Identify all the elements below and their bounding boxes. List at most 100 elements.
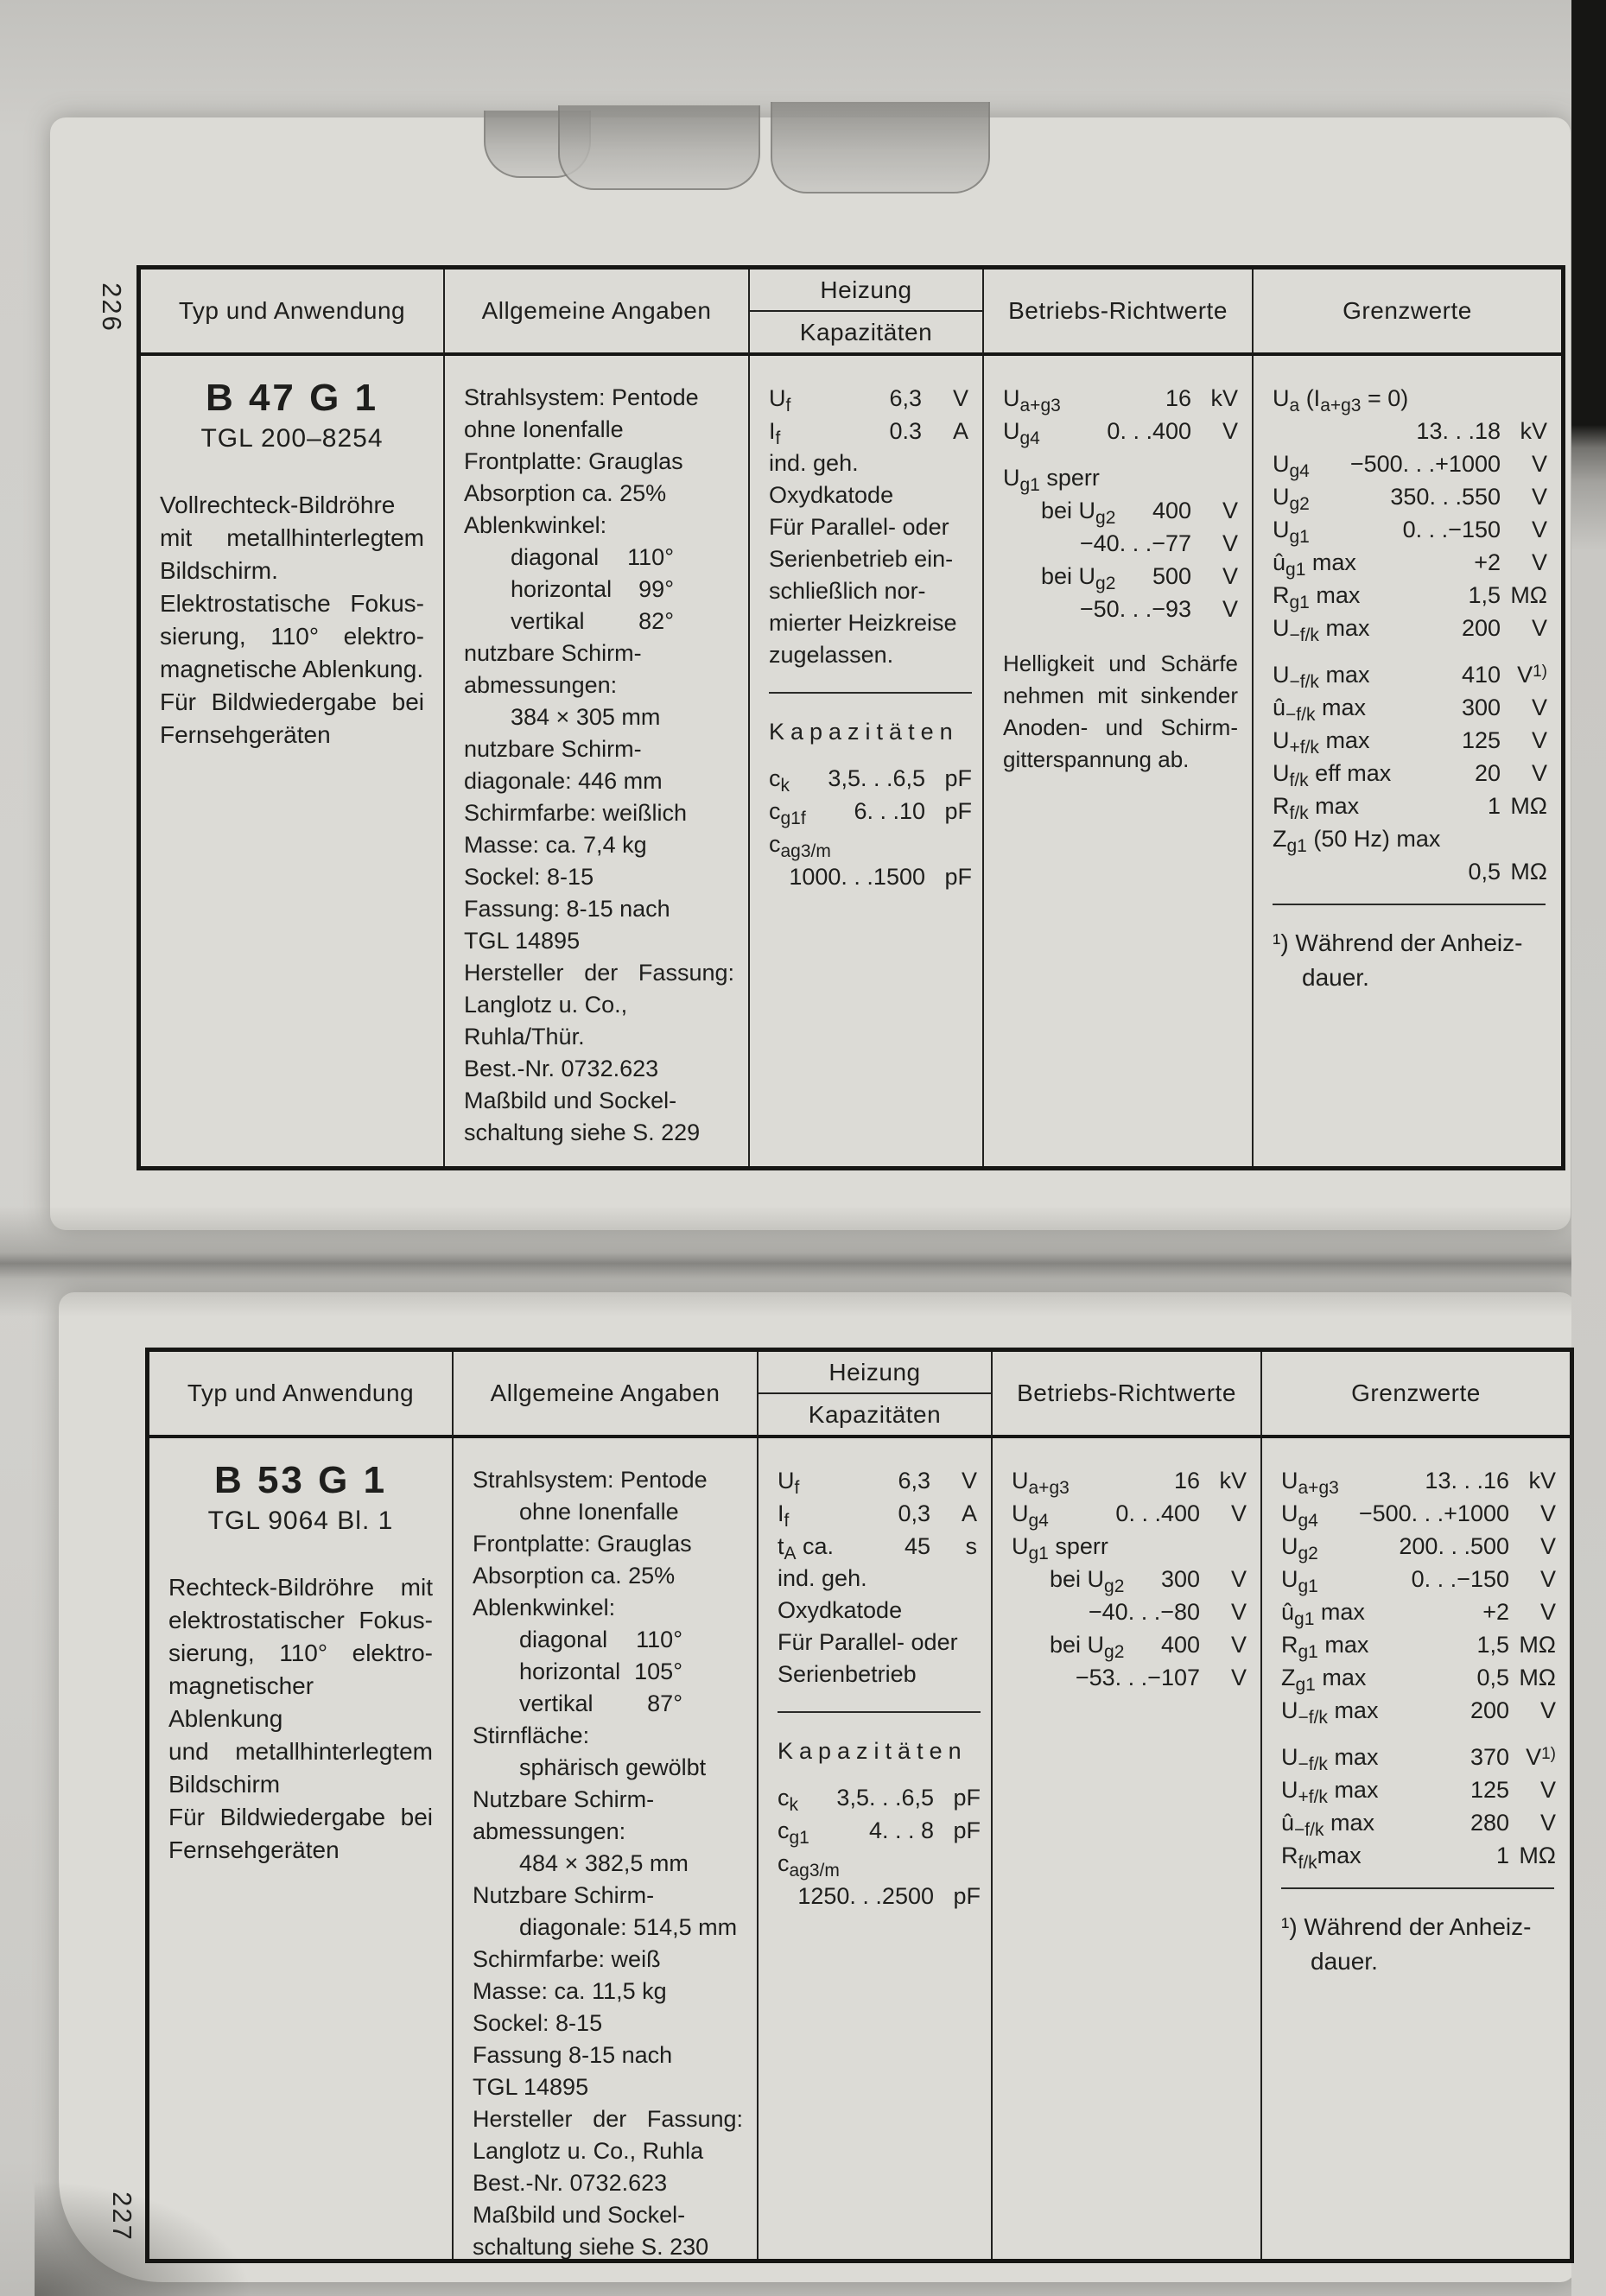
description-line: Bildschirm. (160, 557, 278, 584)
spec-value: +2 (1474, 549, 1501, 575)
spec-row: Rg1 max 1,5 MΩ (1273, 579, 1547, 612)
footnote-line: dauer. (1302, 964, 1369, 991)
spec-unit: s (965, 1533, 978, 1559)
spec-unit: V (1539, 1599, 1556, 1625)
spec-row: Ua+g3 13. . .16 kV (1281, 1464, 1556, 1497)
spec-row: ûg1 max +2 V (1281, 1595, 1556, 1628)
spec-unit: V (1230, 1566, 1247, 1592)
description-line: sierung, 110° elektro- (168, 1640, 433, 1666)
header-heizung-kapazitaeten: Heizung Kapazitäten (757, 1352, 991, 1438)
spec-row: cag3/m (769, 828, 972, 860)
general-line: horizontal 105° (519, 1659, 682, 1684)
spec-label: Ug1 (1281, 1566, 1318, 1596)
spec-value: 0. . .400 (1107, 418, 1191, 444)
spec-value: 0,5 (1468, 859, 1501, 885)
cell-typ-und-anwendung: B 53 G 1 TGL 9064 Bl. 1 Rechteck-Bildröh… (149, 1438, 452, 2259)
general-line: diagonale: 514,5 mm (519, 1914, 738, 1940)
spec-row: U−f/k max 200 V (1281, 1694, 1556, 1727)
spec-label: Ua (Ia+g3 = 0) (1273, 385, 1409, 415)
richtwerte-note: Helligkeit und Schärfe nehmen mit sinkend… (1003, 648, 1238, 776)
spec-unit: V (1222, 530, 1238, 556)
general-line: vertikal 87° (519, 1690, 682, 1716)
spec-label: ck (769, 765, 790, 796)
heizung-text-line: Oxydkatode (769, 482, 894, 508)
note-line: nehmen mit sinkender (1003, 682, 1238, 708)
spec-unit: pF (953, 1785, 981, 1811)
spec-label: If (769, 418, 781, 448)
header-heizung: Heizung (820, 276, 912, 303)
general-line: Strahlsystem: Pentode (473, 1467, 708, 1493)
kapazitaeten-section: Kapazitäten ck 3,5. . .6,5 pF cg1 4. . . 8 pF… (778, 1711, 981, 1912)
spec-row: Uf 6,3 V (778, 1464, 977, 1497)
spec-label: Ug4 (1003, 418, 1040, 448)
spec-row: −40. . .−77 V (1003, 527, 1238, 560)
header-grenzwerte: Grenzwerte (1260, 1352, 1570, 1438)
spec-row: Uf/k eff max 20 V (1273, 757, 1547, 790)
cell-grenzwerte: Ua+g3 13. . .16 kV Ug4 −500. . .+1000 V Ug2 200… (1260, 1438, 1570, 2259)
spec-row: Zg1 (50 Hz) max (1273, 822, 1547, 855)
spec-unit: V (1222, 418, 1238, 444)
spec-row: Ua (Ia+g3 = 0) (1273, 382, 1547, 415)
general-line: 384 × 305 mm (511, 704, 661, 730)
general-line: Frontplatte: Grauglas (473, 1531, 692, 1557)
spec-unit: V (1539, 1777, 1556, 1803)
datasheet-table-b47g1: Typ und Anwendung Allgemeine Angaben Hei… (136, 265, 1565, 1170)
footnote: ¹) Während der Anheiz-dauer. (1273, 904, 1546, 995)
spec-value: 200. . .500 (1399, 1533, 1509, 1559)
heizung-text-line: ind. geh. (769, 450, 859, 476)
cell-heizung-kapazitaeten: Uf 6,3 V If 0.3 A ind. geh. Oxydkatode Für Para… (748, 356, 982, 1166)
header-allgemeine-angaben: Allgemeine Angaben (452, 1352, 757, 1438)
spec-value: 20 (1474, 760, 1501, 786)
spec-label: Zg1 (50 Hz) max (1273, 826, 1441, 856)
spec-unit: A (952, 418, 968, 444)
spec-row: Rf/k max 1 MΩ (1273, 790, 1547, 822)
spec-unit: V (1230, 1632, 1247, 1658)
spec-unit: V (1539, 1533, 1556, 1559)
description-line: Vollrechteck-Bildröhre (160, 492, 396, 518)
page-edge-tab (558, 105, 760, 190)
spec-row: Uf 6,3 V (769, 382, 968, 415)
spec-row: Ug4 −500. . .+1000 V (1281, 1497, 1556, 1530)
tube-description: Vollrechteck-Bildröhre mit metallhinterle… (160, 489, 424, 752)
general-line: horizontal 99° (511, 576, 674, 602)
tube-standard: TGL 200–8254 (200, 424, 384, 453)
spec-row: 1000. . .1500 pF (769, 860, 972, 893)
heizung-text-line: mierter Heizkreise (769, 610, 957, 636)
spec-label: Ug2 (1281, 1533, 1318, 1563)
tube-description: Rechteck-Bildröhre mit elektrostatischer … (168, 1571, 433, 1867)
spec-unit: V (1539, 1810, 1556, 1836)
spec-value: 6,3 (889, 385, 922, 411)
spec-unit: pF (944, 864, 972, 890)
spec-row: Ua+g3 16 kV (1012, 1464, 1247, 1497)
heizung-text-line: Serienbetrieb ein- (769, 546, 954, 572)
cell-betriebs-richtwerte: Ua+g3 16 kV Ug4 0. . .400 V Ug1 sperr bei Ug2 40… (982, 356, 1252, 1166)
spec-value: 350. . .550 (1390, 484, 1501, 510)
spec-row: ck 3,5. . .6,5 pF (769, 762, 972, 795)
spec-value: 1 (1487, 793, 1501, 819)
spec-label: U−f/k max (1281, 1697, 1379, 1728)
tube-name: B 53 G 1 (213, 1459, 388, 1501)
spec-row: 13. . .18 kV (1273, 415, 1547, 447)
general-line: Ruhla/Thür. (464, 1024, 585, 1050)
spec-row: Ug1 0. . .−150 V (1281, 1563, 1556, 1595)
footnote: ¹) Während der Anheiz-dauer. (1281, 1887, 1554, 1979)
kapazitaeten-section: Kapazitäten ck 3,5. . .6,5 pF cg1f 6. . .10 p… (769, 692, 972, 893)
spec-value: 370 (1470, 1744, 1509, 1770)
heizung-rows: Uf 6,3 V If 0.3 A (769, 382, 968, 447)
general-line: Langlotz u. Co., (464, 992, 628, 1018)
spec-label: bei Ug2 (1041, 498, 1116, 528)
spec-unit: pF (944, 798, 972, 824)
cell-betriebs-richtwerte: Ua+g3 16 kV Ug4 0. . .400 V Ug1 sperr bei Ug2 30… (991, 1438, 1260, 2259)
note-line: Anoden- und Schirm- (1003, 714, 1238, 740)
heizung-text-line: zugelassen. (769, 642, 894, 668)
spec-unit: MΩ (1519, 1665, 1556, 1690)
header-kapazitaeten: Kapazitäten (750, 310, 982, 352)
spec-label: Ua+g3 (1281, 1468, 1339, 1498)
spec-unit: MΩ (1519, 1843, 1556, 1868)
general-line: Hersteller der Fassung: (473, 2106, 743, 2132)
spec-unit: V (1531, 549, 1547, 575)
spec-unit: MΩ (1510, 793, 1547, 819)
header-grenzwerte: Grenzwerte (1252, 270, 1561, 356)
spec-value: −500. . .+1000 (1358, 1500, 1509, 1526)
general-line: Maßbild und Sockel- (473, 2202, 686, 2228)
